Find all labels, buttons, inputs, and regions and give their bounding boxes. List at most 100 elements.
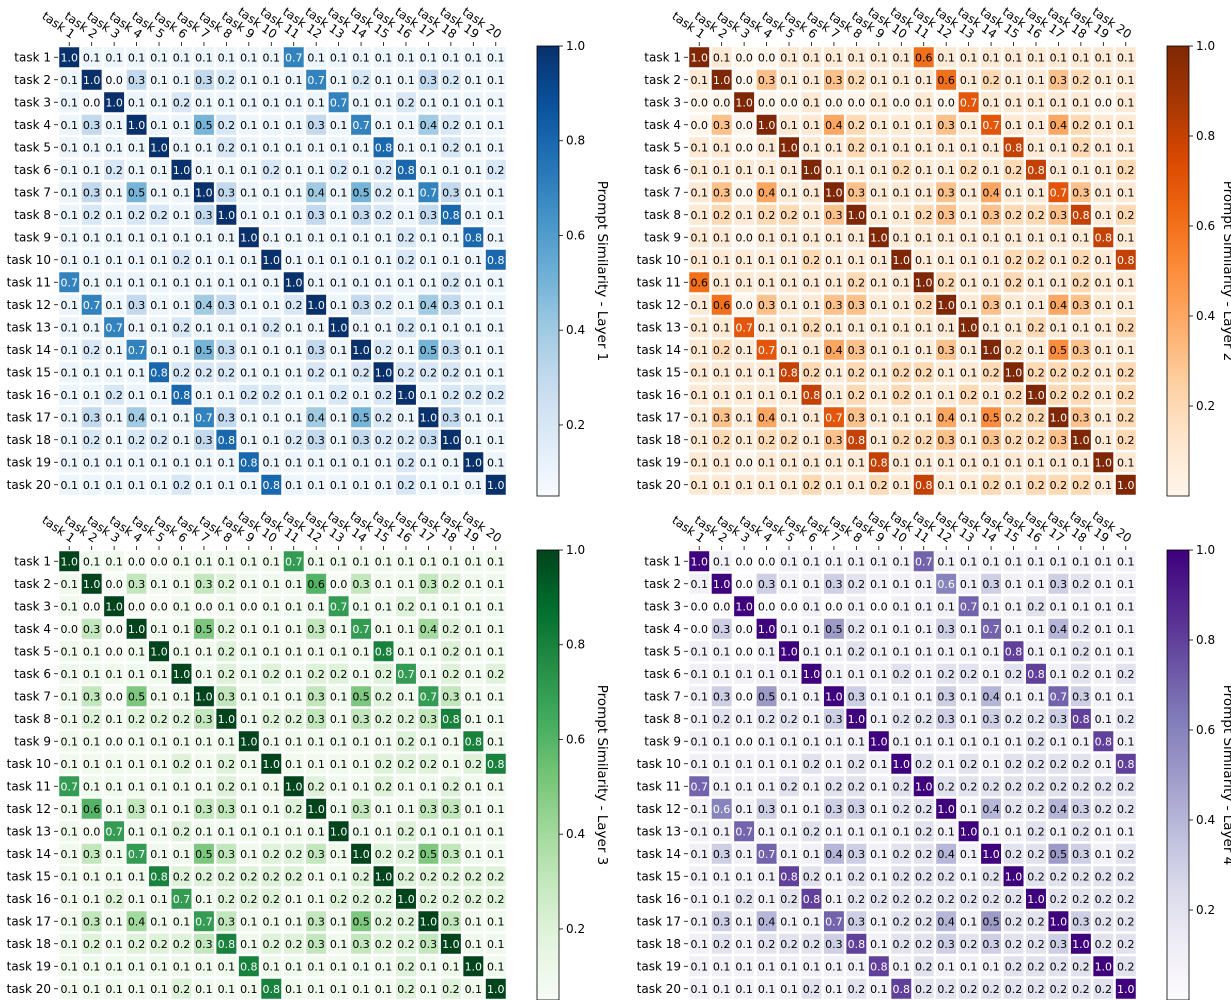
cell-value-label: 0.2 (982, 74, 1000, 87)
cell-value-label: 0.1 (690, 578, 708, 591)
cell-value-label: 0.2 (848, 141, 866, 154)
cell-value-label: 0.2 (1005, 780, 1023, 793)
row-label: task 11 (637, 275, 681, 289)
cell-value-label: 1.0 (195, 690, 213, 703)
cell-value-label: 0.2 (848, 758, 866, 771)
row-label: task 12 (7, 802, 51, 816)
cell-value-label: 0.2 (375, 434, 393, 447)
cell-value-label: 0.2 (397, 825, 415, 838)
cell-value-label: 0.1 (465, 254, 483, 267)
cell-value-label: 1.0 (848, 713, 866, 726)
cell-value-label: 0.1 (83, 893, 101, 906)
cell-value-label: 0.1 (307, 825, 325, 838)
cell-value-label: 0.3 (307, 434, 325, 447)
cell-value-label: 0.2 (1027, 983, 1045, 996)
cell-value-label: 0.1 (375, 74, 393, 87)
cell-value-label: 0.7 (735, 321, 753, 334)
cell-value-label: 0.2 (937, 668, 955, 681)
cell-value-label: 0.1 (352, 668, 370, 681)
cell-value-label: 0.0 (83, 96, 101, 109)
row-label: task 10 (7, 253, 51, 267)
heatmap-cell (328, 204, 349, 225)
cell-value-label: 0.1 (330, 555, 348, 568)
cell-value-label: 0.0 (105, 645, 123, 658)
cell-value-label: 0.1 (60, 231, 78, 244)
cell-value-label: 1.0 (1095, 960, 1113, 973)
cell-value-label: 0.1 (1117, 96, 1135, 109)
cell-value-label: 0.1 (870, 623, 888, 636)
row-label: task 15 (7, 365, 51, 379)
cell-value-label: 0.1 (893, 690, 911, 703)
cell-value-label: 0.1 (1095, 668, 1113, 681)
cell-value-label: 0.1 (465, 186, 483, 199)
cell-value-label: 0.1 (893, 623, 911, 636)
cell-value-label: 0.1 (758, 893, 776, 906)
cell-value-label: 1.0 (352, 848, 370, 861)
cell-value-label: 0.1 (60, 893, 78, 906)
cell-value-label: 0.1 (60, 74, 78, 87)
cell-value-label: 0.3 (1050, 713, 1068, 726)
heatmap-cell (81, 249, 102, 270)
cell-value-label: 0.2 (1027, 758, 1045, 771)
cell-value-label: 0.2 (780, 713, 798, 726)
cell-value-label: 0.2 (352, 870, 370, 883)
cell-value-label: 0.2 (848, 389, 866, 402)
cell-value-label: 0.1 (937, 645, 955, 658)
cell-value-label: 0.0 (735, 141, 753, 154)
cell-value-label: 0.8 (263, 983, 281, 996)
cell-value-label: 0.1 (1117, 51, 1135, 64)
cell-value-label: 0.1 (870, 366, 888, 379)
cell-value-label: 0.2 (1117, 848, 1135, 861)
cell-value-label: 0.1 (690, 456, 708, 469)
cell-value-label: 0.7 (195, 915, 213, 928)
heatmap-cell (283, 47, 304, 68)
cell-value-label: 0.1 (60, 254, 78, 267)
cell-value-label: 0.1 (263, 231, 281, 244)
cell-value-label: 0.2 (397, 960, 415, 973)
cell-value-label: 0.1 (870, 344, 888, 357)
cell-value-label: 0.7 (352, 623, 370, 636)
cell-value-label: 0.5 (982, 411, 1000, 424)
cell-value-label: 0.1 (60, 299, 78, 312)
cell-value-label: 0.2 (848, 893, 866, 906)
cell-value-label: 0.1 (173, 555, 191, 568)
cell-value-label: 0.1 (1117, 186, 1135, 199)
cell-value-label: 0.1 (173, 645, 191, 658)
cell-value-label: 0.2 (1072, 479, 1090, 492)
cell-value-label: 0.1 (240, 623, 258, 636)
cell-value-label: 1.0 (218, 209, 236, 222)
cell-value-label: 0.1 (263, 411, 281, 424)
cell-value-label: 0.1 (758, 389, 776, 402)
cell-value-label: 0.1 (803, 848, 821, 861)
cell-value-label: 0.2 (893, 668, 911, 681)
cell-value-label: 0.1 (330, 434, 348, 447)
cell-value-label: 0.1 (735, 479, 753, 492)
cell-value-label: 0.1 (240, 645, 258, 658)
cell-value-label: 0.1 (397, 555, 415, 568)
cell-value-label: 0.1 (263, 141, 281, 154)
heatmap-cell (59, 137, 80, 158)
cell-value-label: 0.1 (690, 938, 708, 951)
cell-value-label: 0.1 (465, 780, 483, 793)
cell-value-label: 0.2 (960, 893, 978, 906)
cell-value-label: 0.2 (915, 825, 933, 838)
cell-value-label: 1.0 (1072, 434, 1090, 447)
row-label: task 14 (7, 343, 51, 357)
cell-value-label: 0.2 (893, 780, 911, 793)
cell-value-label: 0.3 (83, 690, 101, 703)
heatmap-cell (396, 92, 416, 113)
cell-value-label: 0.3 (713, 623, 731, 636)
cell-value-label: 0.1 (825, 735, 843, 748)
cell-value-label: 0.2 (1005, 848, 1023, 861)
cell-value-label: 0.1 (218, 254, 236, 267)
cell-value-label: 0.8 (173, 389, 191, 402)
cell-value-label: 0.2 (1072, 983, 1090, 996)
cell-value-label: 0.3 (352, 803, 370, 816)
cell-value-label: 0.2 (937, 870, 955, 883)
cell-value-label: 0.1 (173, 456, 191, 469)
heatmap-cell (149, 47, 169, 68)
cell-value-label: 0.1 (330, 479, 348, 492)
cell-value-label: 0.2 (218, 119, 236, 132)
cell-value-label: 0.1 (713, 141, 731, 154)
cell-value-label: 0.1 (780, 456, 798, 469)
